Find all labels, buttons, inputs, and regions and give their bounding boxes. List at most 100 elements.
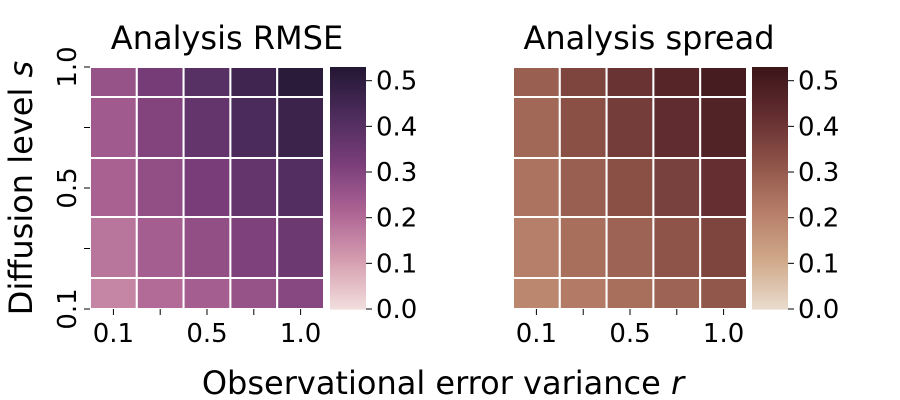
heatmap-cell <box>558 277 608 310</box>
colorbar-segment <box>752 266 788 270</box>
colorbar-segment <box>330 204 366 207</box>
colorbar-segment <box>752 79 788 82</box>
colorbar-segment <box>752 131 788 135</box>
colorbar-segment <box>330 228 366 231</box>
colorbar-segment <box>752 125 788 129</box>
colorbar-segment <box>330 284 366 288</box>
colorbar-segment <box>330 155 366 159</box>
colorbar-segment <box>752 190 788 193</box>
y-axis-label: Diffusion level s <box>2 61 40 315</box>
colorbar-segment <box>330 230 366 233</box>
colorbar-segment <box>752 77 788 80</box>
colorbar-tick-label: 0.3 <box>376 158 417 188</box>
colorbar-segment <box>330 232 366 235</box>
colorbar-segment <box>330 270 366 274</box>
colorbar-segment <box>330 115 366 119</box>
colorbar-tick-label: 0.2 <box>798 204 839 234</box>
colorbar-segment <box>752 260 788 264</box>
colorbar-segment <box>752 163 788 167</box>
colorbar-segment <box>330 274 366 278</box>
colorbar-segment <box>752 294 788 298</box>
colorbar-segment <box>330 129 366 133</box>
colorbar-tick-label: 0.1 <box>798 249 839 279</box>
colorbar-segment <box>752 179 788 183</box>
colorbar-segment <box>752 69 788 72</box>
colorbar-segment <box>752 218 788 221</box>
colorbar-segment <box>752 234 788 237</box>
colorbar-tick-label: 0.2 <box>376 204 417 234</box>
colorbar-segment <box>330 117 366 121</box>
colorbar-tick-label: 0.5 <box>798 67 839 97</box>
colorbar-segment <box>752 200 788 203</box>
colorbar-segment <box>330 185 366 189</box>
colorbar-segment <box>752 276 788 280</box>
colorbar-segment <box>330 200 366 203</box>
colorbar-segment <box>752 286 788 290</box>
colorbar-segment <box>752 159 788 163</box>
colorbar-segment <box>752 208 788 211</box>
heatmap-cell <box>699 66 749 98</box>
heatmap-cell <box>605 96 655 159</box>
colorbar-segment <box>330 113 366 116</box>
colorbar-segment <box>752 192 788 195</box>
panel-title-spread: Analysis spread <box>523 19 774 57</box>
colorbar-segment <box>752 81 788 84</box>
colorbar-segment <box>330 111 366 114</box>
heatmap-cell <box>605 66 655 98</box>
colorbar-segment <box>330 95 366 98</box>
colorbar-segment <box>330 304 366 308</box>
colorbar-segment <box>752 71 788 74</box>
heatmap-cell <box>512 157 561 218</box>
colorbar-segment <box>330 238 366 242</box>
colorbar-segment <box>752 105 788 108</box>
heatmap-cell <box>512 277 561 310</box>
colorbar-segment <box>752 95 788 98</box>
colorbar-segment <box>752 73 788 76</box>
colorbar-segment <box>752 268 788 272</box>
colorbar-segment <box>752 169 788 173</box>
colorbar-segment <box>752 93 788 96</box>
colorbar-segment <box>752 280 788 284</box>
colorbar-segment <box>752 87 788 90</box>
colorbar-segment <box>330 153 366 157</box>
colorbar-segment <box>752 133 788 137</box>
colorbar-segment <box>752 256 788 260</box>
colorbar-segment <box>330 109 366 112</box>
colorbar-segment <box>330 149 366 153</box>
heatmap-cell <box>605 216 655 279</box>
colorbar-segment <box>330 298 366 302</box>
colorbar-segment <box>330 101 366 104</box>
x-tick-label: 1.0 <box>280 319 321 349</box>
heatmap-cell <box>512 66 561 98</box>
heatmap-cell <box>89 277 138 310</box>
heatmap-cells-spread <box>512 66 749 310</box>
colorbar-segment <box>752 181 788 185</box>
colorbar-segment <box>752 188 788 191</box>
colorbar-segment <box>752 123 788 127</box>
colorbar-segment <box>330 280 366 284</box>
heatmap-cell <box>182 277 232 310</box>
colorbar-segment <box>330 288 366 292</box>
colorbar-segment <box>330 135 366 139</box>
colorbar-segment <box>752 264 788 268</box>
heatmap-cell <box>652 277 702 310</box>
colorbar-segment <box>752 145 788 149</box>
heatmap-cell <box>229 96 279 159</box>
colorbar-segment <box>752 141 788 145</box>
colorbar-segment <box>752 230 788 233</box>
colorbar-segment <box>330 99 366 102</box>
colorbar-segment <box>752 103 788 106</box>
heatmap-cell <box>512 96 561 159</box>
colorbar-segment <box>752 85 788 88</box>
heatmap-cell <box>229 157 279 218</box>
x-axis-label: Observational error variance r <box>202 364 686 400</box>
colorbar-segment <box>752 161 788 165</box>
colorbar-segment <box>752 228 788 231</box>
heatmap-cell <box>652 66 702 98</box>
colorbar-segment <box>330 127 366 131</box>
colorbar-tick-label: 0.4 <box>376 112 417 142</box>
heatmap-cell <box>276 66 326 98</box>
colorbar-segment <box>330 139 366 143</box>
colorbar-segment <box>330 89 366 92</box>
colorbar-segment <box>752 244 788 248</box>
